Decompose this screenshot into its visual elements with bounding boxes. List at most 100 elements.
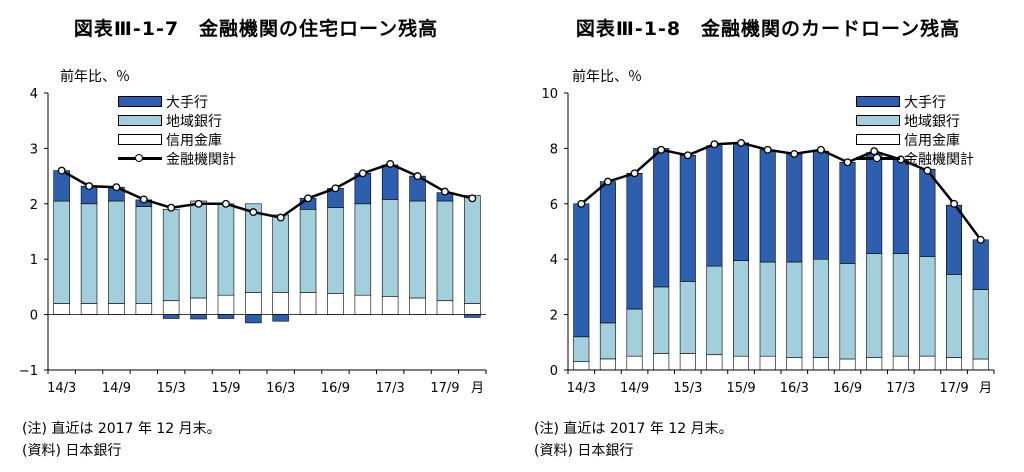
bar-large-banks (706, 145, 723, 267)
x-tick-label: 15/3 (673, 381, 702, 396)
total-point (468, 194, 477, 203)
bar-shinkin-banks (327, 293, 344, 315)
bar-large-banks (162, 314, 180, 319)
x-tick-label: 15/9 (211, 381, 240, 396)
bar-large-banks (464, 314, 481, 318)
legend-label: 信用金庫 (166, 132, 222, 149)
y-tick-label: 2 (550, 309, 558, 324)
legend-item-regional-banks: 地域銀行 (856, 111, 974, 130)
bar-large-banks (892, 159, 909, 254)
x-tick-label: 17/3 (886, 381, 915, 396)
y-tick-label: 10 (541, 87, 558, 102)
x-tick-label: 16/3 (266, 381, 295, 396)
total-point (577, 199, 586, 208)
legend-swatch-shinkin-banks (856, 134, 900, 145)
bar-shinkin-banks (812, 357, 829, 371)
bar-shinkin-banks (299, 292, 317, 315)
total-point (737, 138, 746, 147)
y-tick-label: 4 (30, 87, 38, 102)
total-point (923, 166, 932, 175)
bar-shinkin-banks (733, 355, 750, 371)
legend-swatch-total (856, 153, 900, 164)
bar-large-banks (190, 314, 207, 320)
total-point (763, 145, 772, 154)
bar-large-banks (354, 173, 372, 205)
bar-large-banks (945, 204, 962, 275)
y-tick-label: −1 (19, 364, 38, 379)
bar-large-banks (53, 170, 70, 202)
total-line (580, 141, 982, 241)
bar-shinkin-banks (53, 303, 70, 315)
bar-shinkin-banks (945, 357, 962, 371)
total-point (304, 194, 313, 203)
y-tick-label: 3 (30, 142, 38, 157)
bar-shinkin-banks (653, 353, 670, 371)
bar-large-banks (626, 173, 643, 310)
total-point (57, 166, 66, 175)
y-axis-unit-label: 前年比、％ (60, 69, 130, 85)
bar-large-banks (733, 142, 750, 261)
legend-swatch-large-banks (856, 96, 900, 107)
bar-large-banks (839, 162, 856, 264)
bar-regional-banks (573, 336, 590, 362)
bar-shinkin-banks (245, 292, 262, 315)
legend-label: 信用金庫 (904, 132, 960, 149)
bar-large-banks (786, 153, 803, 263)
bar-large-banks (599, 181, 616, 324)
legend-item-large-banks: 大手行 (118, 92, 236, 111)
bar-shinkin-banks (80, 303, 98, 315)
total-point (603, 177, 612, 186)
legend-swatch-regional-banks (118, 115, 162, 126)
total-point (710, 140, 719, 149)
footnote: (注) 直近は 2017 年 12 月末。 (22, 421, 221, 437)
housing-loan-chart-panel: 図表Ⅲ-1-7 金融機関の住宅ローン残高 −1 0 1 2 3 4 14/3 14/9 15/3… (19, 18, 487, 459)
total-point (167, 203, 176, 212)
total-point (790, 149, 799, 158)
x-axis-unit-label: 月 (471, 381, 484, 396)
x-tick-label: 17/9 (939, 381, 968, 396)
x-tick-label: 17/9 (430, 381, 459, 396)
total-point (976, 235, 985, 244)
y-tick-label: 1 (30, 253, 38, 268)
source-note: (資料) 日本銀行 (22, 443, 122, 459)
legend-label: 金融機関計 (166, 151, 236, 168)
x-axis-unit-label: 月 (979, 381, 992, 396)
bar-regional-banks (80, 203, 98, 304)
total-point (657, 145, 666, 154)
bar-shinkin-banks (108, 303, 125, 315)
bar-regional-banks (945, 274, 962, 358)
x-tick-label: 15/3 (157, 381, 186, 396)
bar-regional-banks (839, 263, 856, 360)
bar-regional-banks (759, 261, 776, 357)
bar-regional-banks (299, 209, 317, 293)
bar-regional-banks (327, 207, 344, 294)
bar-large-banks (812, 150, 829, 260)
legend-item-large-banks: 大手行 (856, 92, 974, 111)
bar-shinkin-banks (759, 355, 776, 371)
card-loan-chart-panel: 図表Ⅲ-1-8 金融機関のカードローン残高 0 2 4 6 8 10 14/3 14/9 15/… (512, 0, 1024, 472)
total-point (85, 182, 94, 191)
x-tick-label: 14/9 (620, 381, 649, 396)
bar-large-banks (381, 164, 399, 200)
total-point (221, 199, 230, 208)
total-point (139, 195, 148, 204)
legend-item-shinkin-banks: 信用金庫 (118, 130, 236, 149)
card-loan-chart: 0 2 4 6 8 10 14/3 14/9 15/3 15/9 16/3 16/9 17/3 17/9 月 (541, 87, 995, 396)
bar-regional-banks (599, 322, 616, 360)
bar-shinkin-banks (786, 357, 803, 371)
x-tick-label: 16/9 (321, 381, 350, 396)
bar-shinkin-banks (599, 358, 616, 371)
bar-regional-banks (892, 253, 909, 357)
bar-large-banks (272, 314, 289, 322)
legend-label: 地域銀行 (166, 113, 222, 130)
total-point (112, 183, 121, 192)
total-point (950, 199, 959, 208)
legend-item-total: 金融機関計 (118, 149, 236, 168)
y-tick-label: 0 (550, 364, 558, 379)
legend-swatch-total (118, 153, 162, 164)
bar-shinkin-banks (866, 357, 883, 371)
chart-title: 図表Ⅲ-1-8 金融機関のカードローン残高 (575, 18, 961, 40)
total-point (276, 213, 285, 222)
bar-shinkin-banks (190, 297, 207, 315)
y-tick-label: 6 (550, 198, 558, 213)
